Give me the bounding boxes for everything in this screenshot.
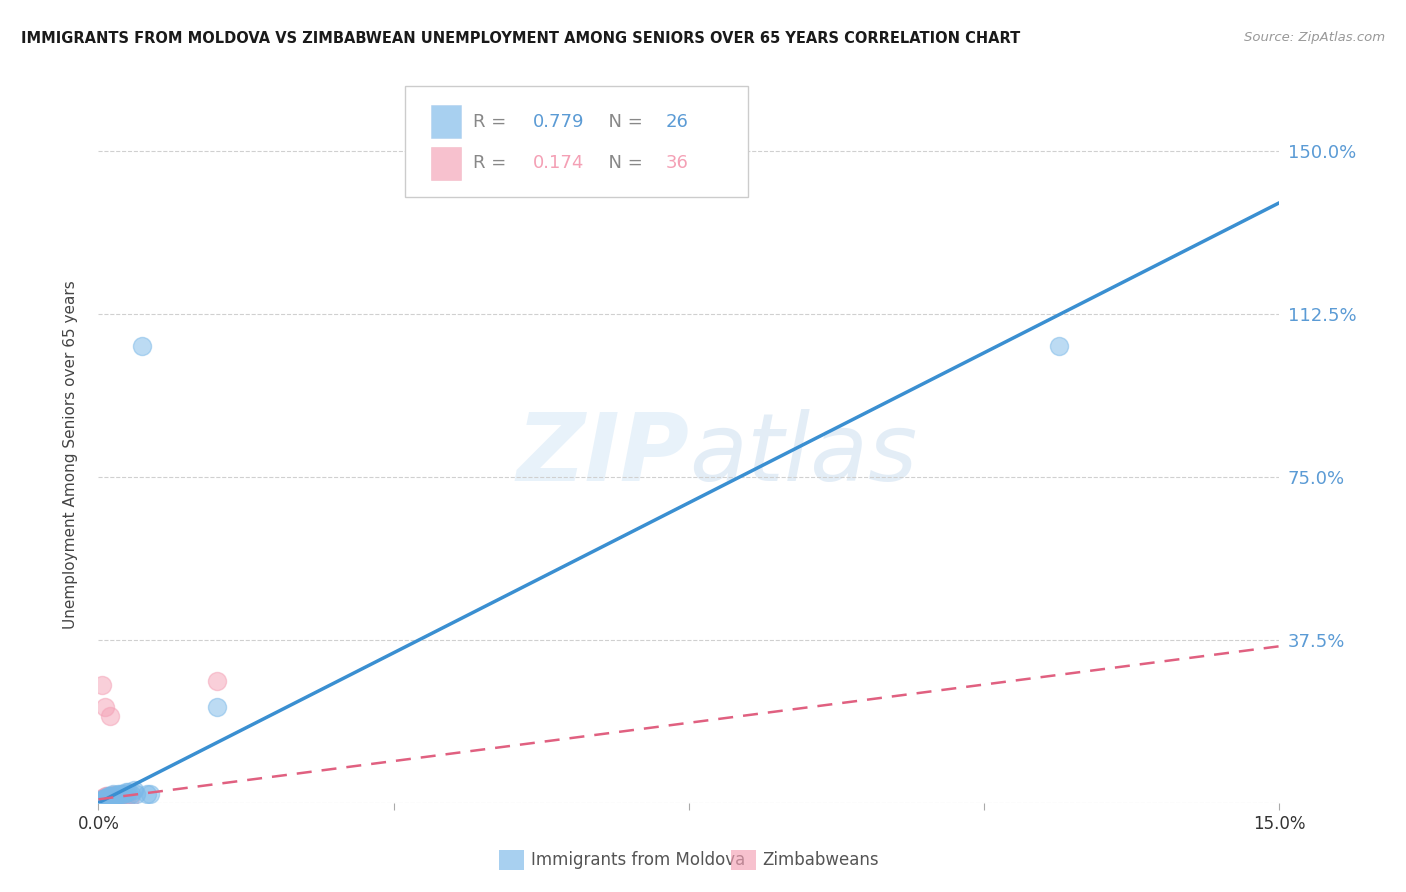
- Point: [111, 787, 134, 801]
- Point: [101, 787, 124, 801]
- Point: [91, 794, 114, 808]
- Text: 0.779: 0.779: [533, 112, 585, 130]
- Point: [103, 792, 125, 806]
- Point: [121, 787, 143, 801]
- Text: R =: R =: [472, 112, 512, 130]
- Point: [125, 787, 148, 801]
- Text: R =: R =: [472, 154, 512, 172]
- Point: [97, 792, 120, 806]
- Point: [97, 789, 120, 804]
- Point: [96, 793, 118, 807]
- FancyBboxPatch shape: [432, 105, 461, 138]
- Point: [98, 793, 121, 807]
- Point: [205, 674, 228, 689]
- Point: [94, 794, 117, 808]
- Point: [96, 794, 118, 808]
- Point: [98, 708, 121, 723]
- Y-axis label: Unemployment Among Seniors over 65 years: Unemployment Among Seniors over 65 years: [63, 281, 77, 629]
- Text: Immigrants from Moldova: Immigrants from Moldova: [531, 851, 745, 869]
- Point: [93, 791, 115, 805]
- Text: Source: ZipAtlas.com: Source: ZipAtlas.com: [1244, 31, 1385, 45]
- Point: [94, 789, 117, 804]
- Point: [91, 793, 114, 807]
- Point: [98, 789, 121, 804]
- Point: [115, 792, 138, 806]
- Point: [115, 785, 138, 799]
- FancyBboxPatch shape: [432, 146, 461, 180]
- Point: [103, 790, 125, 805]
- Point: [96, 793, 118, 807]
- Point: [108, 792, 131, 806]
- Point: [91, 794, 114, 808]
- Point: [118, 791, 141, 805]
- Point: [136, 787, 159, 801]
- Point: [91, 792, 114, 806]
- Point: [105, 792, 128, 806]
- Point: [111, 791, 134, 805]
- Text: ZIP: ZIP: [516, 409, 689, 501]
- Point: [97, 793, 120, 807]
- Point: [104, 794, 127, 808]
- Point: [90, 790, 112, 805]
- Point: [122, 782, 145, 797]
- Point: [110, 791, 132, 805]
- Point: [205, 700, 228, 714]
- Point: [96, 791, 118, 805]
- Text: atlas: atlas: [689, 409, 917, 500]
- Text: 26: 26: [665, 112, 688, 130]
- Point: [98, 791, 121, 805]
- Point: [93, 791, 115, 805]
- Text: IMMIGRANTS FROM MOLDOVA VS ZIMBABWEAN UNEMPLOYMENT AMONG SENIORS OVER 65 YEARS C: IMMIGRANTS FROM MOLDOVA VS ZIMBABWEAN UN…: [21, 31, 1021, 46]
- Point: [1047, 339, 1070, 353]
- Point: [100, 789, 122, 804]
- Point: [100, 789, 122, 804]
- FancyBboxPatch shape: [405, 87, 748, 197]
- Point: [107, 787, 129, 801]
- Point: [93, 793, 115, 807]
- Point: [93, 792, 115, 806]
- Point: [107, 792, 129, 806]
- Point: [101, 788, 124, 802]
- Point: [91, 794, 114, 808]
- Point: [110, 787, 132, 801]
- Point: [93, 700, 115, 714]
- Point: [91, 678, 114, 692]
- Point: [103, 789, 125, 804]
- Point: [112, 787, 135, 801]
- Point: [96, 789, 118, 804]
- Point: [112, 791, 135, 805]
- Point: [94, 792, 117, 806]
- Point: [93, 794, 115, 808]
- Point: [90, 794, 112, 808]
- Text: 0.174: 0.174: [533, 154, 585, 172]
- Point: [117, 785, 139, 799]
- Text: 36: 36: [665, 154, 688, 172]
- Point: [131, 339, 153, 353]
- Text: N =: N =: [596, 154, 648, 172]
- Point: [104, 788, 127, 802]
- Text: N =: N =: [596, 112, 648, 130]
- Point: [91, 794, 114, 808]
- Point: [138, 787, 160, 801]
- Text: Zimbabweans: Zimbabweans: [762, 851, 879, 869]
